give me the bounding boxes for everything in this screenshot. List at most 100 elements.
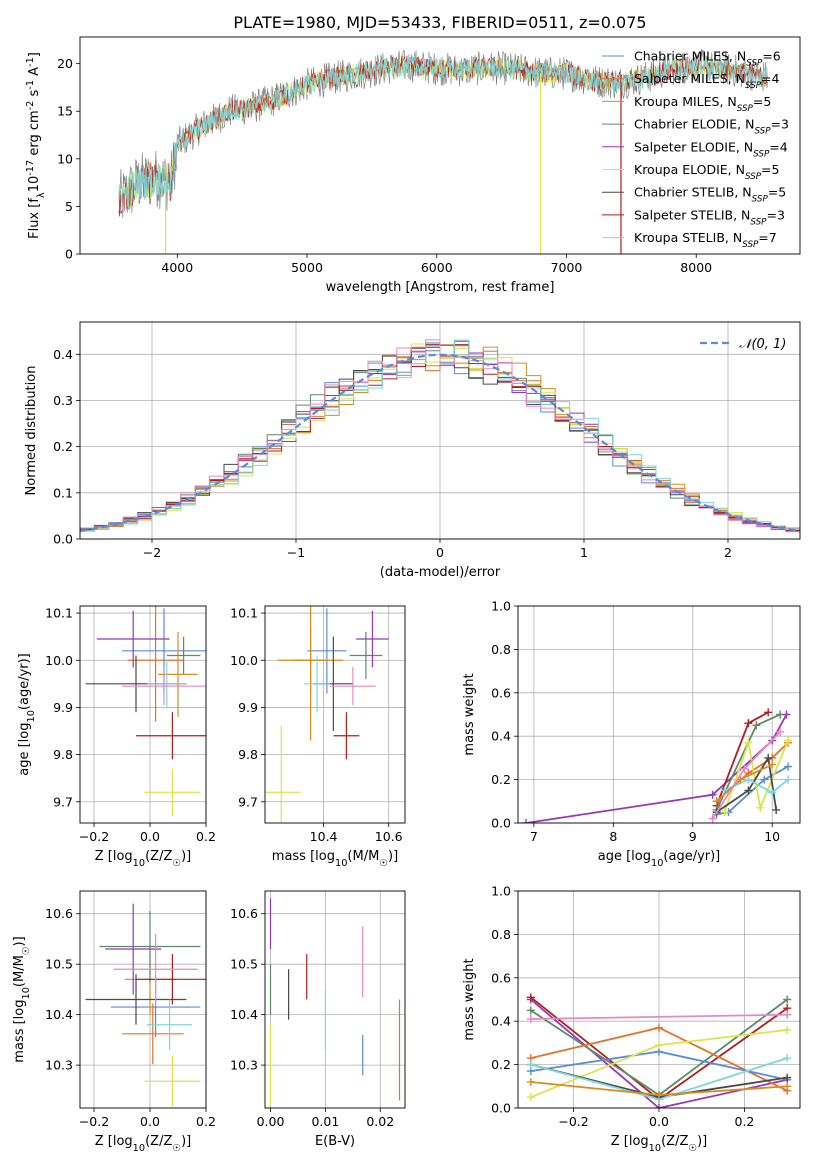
y-tick-label: 0.8 — [491, 927, 511, 942]
y-tick-label: 1.0 — [491, 884, 511, 899]
axes-frame — [517, 605, 801, 824]
x-tick-label: 10 — [764, 829, 780, 844]
point-marker — [783, 1010, 792, 1019]
x-tick-label: −0.2 — [79, 829, 109, 844]
point-marker — [784, 762, 793, 771]
legend-label: Kroupa STELIB, NSSP=7 — [634, 230, 777, 250]
x-axis-label: Z [log10(Z/Z☉)] — [611, 1134, 708, 1154]
x-axis-label: wavelength [Angstrom, rest frame] — [326, 280, 555, 295]
y-tick-label: 10.0 — [45, 653, 73, 668]
point-marker — [526, 1077, 535, 1086]
y-tick-label: 0.6 — [491, 685, 511, 700]
spectrum-model-line — [118, 53, 769, 215]
plot-area — [521, 708, 793, 823]
y-tick-label: 9.9 — [53, 700, 73, 715]
point-marker — [740, 764, 749, 773]
x-tick-label: 7000 — [551, 260, 583, 275]
point-marker — [764, 708, 773, 717]
point-marker — [720, 808, 729, 817]
legend-label: Chabrier ELODIE, NSSP=3 — [634, 117, 789, 137]
plot-area — [265, 606, 389, 823]
y-tick-label: 0.8 — [491, 642, 511, 657]
point-marker — [744, 786, 753, 795]
point-marker — [764, 753, 773, 762]
x-tick-label: 0.0 — [140, 1114, 160, 1129]
x-axis-label: Z [log10(Z/Z☉)] — [95, 1134, 192, 1154]
y-tick-label: 0.2 — [53, 439, 73, 454]
x-tick-label: 0 — [436, 545, 444, 560]
spectrum-model-line — [118, 55, 768, 217]
point-marker — [521, 819, 530, 823]
x-tick-label: 10.6 — [375, 829, 403, 844]
y-tick-label: 0.0 — [491, 816, 511, 831]
point-marker — [783, 1073, 792, 1082]
y-tick-label: 10.0 — [230, 653, 258, 668]
y-tick-label: 0.2 — [491, 1057, 511, 1072]
axes-frame — [79, 36, 801, 255]
x-tick-label: 4000 — [161, 260, 193, 275]
point-marker — [526, 993, 535, 1002]
point-marker — [708, 814, 717, 823]
x-tick-label: −2 — [143, 545, 161, 560]
point-marker — [783, 995, 792, 1004]
x-tick-label: 9 — [689, 829, 697, 844]
y-tick-label: 10.6 — [230, 906, 258, 921]
y-tick-label: 10.4 — [45, 1007, 73, 1022]
y-tick-label: 10.3 — [45, 1058, 73, 1073]
y-tick-label: 0.6 — [491, 970, 511, 985]
point-marker — [783, 1082, 792, 1091]
y-tick-label: 10.5 — [45, 957, 73, 972]
series-line — [724, 778, 789, 794]
point-marker — [776, 727, 785, 736]
y-tick-label: 0 — [65, 247, 73, 262]
point-marker — [783, 1025, 792, 1034]
y-tick-label: 0.4 — [491, 729, 511, 744]
chart-age_vs_mass: 10.4 10.6 9.7 9.8 9.9 10.0 10.1 mass [log10(M/M… — [230, 605, 406, 869]
plot-area — [85, 903, 206, 1107]
x-axis-label: (data-model)/error — [380, 565, 501, 580]
point-marker — [744, 738, 753, 747]
y-tick-label: 20 — [57, 56, 73, 71]
y-tick-label: 10.3 — [230, 1058, 258, 1073]
series-line — [530, 1013, 788, 1020]
series-line — [716, 765, 789, 816]
point-marker — [768, 788, 777, 797]
x-tick-label: 0.01 — [311, 1114, 339, 1129]
figure-title: PLATE=1980, MJD=53433, FIBERID=0511, z=0… — [233, 13, 646, 32]
plot-area — [118, 49, 769, 254]
chart-massweight_vs_Z: −0.2 0.0 0.2 0.0 0.2 0.4 0.6 0.8 1.0 Z [log10(Z/Z… — [462, 884, 801, 1154]
y-tick-label: 10.5 — [230, 957, 258, 972]
legend-label: Chabrier STELIB, NSSP=5 — [634, 185, 786, 205]
x-tick-label: 8000 — [680, 260, 712, 275]
histogram-step — [80, 339, 800, 534]
x-tick-label: 10.4 — [310, 829, 338, 844]
point-marker — [776, 710, 785, 719]
y-tick-label: 10.1 — [230, 606, 258, 621]
y-tick-label: 0.1 — [53, 485, 73, 500]
series-line — [716, 755, 778, 813]
y-axis-label: mass [log10(M/M☉)] — [12, 936, 32, 1062]
legend-label: Chabrier MILES, NSSP=6 — [634, 49, 781, 69]
chart-mass_vs_Z: −0.2 0.0 0.2 10.3 10.4 10.5 10.6 Z [log10(Z/Z☉)… — [12, 890, 216, 1154]
point-marker — [744, 719, 753, 728]
x-tick-label: 2 — [724, 545, 732, 560]
y-tick-label: 1.0 — [491, 599, 511, 614]
point-marker — [783, 1054, 792, 1063]
y-tick-label: 0.0 — [53, 532, 73, 547]
x-tick-label: −1 — [287, 545, 305, 560]
axes-frame — [79, 605, 207, 824]
point-marker — [760, 775, 769, 784]
y-axis-label: Normed distribution — [24, 366, 39, 496]
x-tick-label: 0.0 — [140, 829, 160, 844]
x-tick-label: 6000 — [421, 260, 453, 275]
point-marker — [655, 1090, 663, 1099]
y-axis-label: mass weight — [462, 958, 477, 1040]
point-marker — [526, 1015, 535, 1024]
point-marker — [526, 1006, 535, 1015]
chart-mass_vs_ebv: 0.00 0.01 0.02 10.3 10.4 10.5 10.6 E(B-V) — [230, 890, 406, 1149]
point-marker — [526, 1060, 535, 1069]
y-tick-label: 0.3 — [53, 393, 73, 408]
legend-label: Salpeter MILES, NSSP=4 — [634, 71, 780, 91]
